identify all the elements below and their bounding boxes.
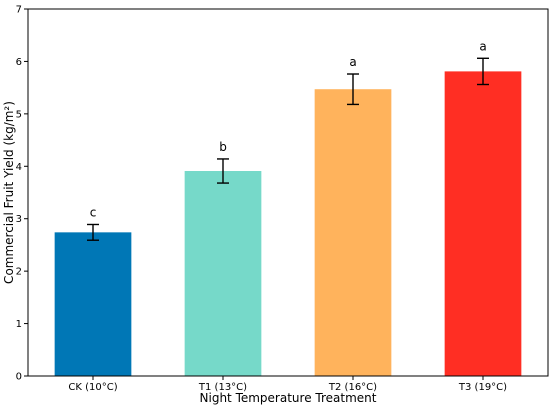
y-tick-label: 3: [16, 214, 22, 225]
significance-label: a: [479, 39, 486, 53]
y-axis-title: Commercial Fruit Yield (kg/m²): [2, 101, 16, 284]
error-bar: [477, 57, 489, 86]
plot-frame: [27, 8, 549, 377]
significance-label: b: [219, 140, 227, 154]
x-tick-label: T2 (16°C): [328, 382, 377, 393]
bar: [314, 89, 392, 377]
y-axis-ticks: 0 1 2 3 4 5 6 7: [16, 5, 28, 383]
error-bar: [217, 158, 229, 184]
y-tick-label: 1: [16, 319, 22, 330]
y-tick-label: 0: [16, 372, 22, 383]
x-tick-label: T3 (19°C): [458, 382, 507, 393]
error-bars-layer: [87, 57, 489, 241]
significance-label: a: [349, 55, 356, 69]
x-tick-label: CK (10°C): [68, 382, 117, 393]
x-axis-ticks: CK (10°C) T1 (13°C) T2 (16°C) T3 (19°C): [68, 376, 507, 393]
error-bar: [87, 223, 99, 241]
y-tick-label: 2: [16, 267, 22, 278]
significance-labels-layer: c b a a: [90, 39, 487, 219]
bars-layer: [54, 71, 522, 377]
significance-label: c: [90, 205, 97, 219]
y-tick-label: 7: [16, 5, 22, 16]
bar: [444, 71, 522, 376]
y-tick-label: 4: [16, 162, 22, 173]
bar: [184, 171, 262, 376]
error-bar: [347, 73, 359, 106]
y-tick-label: 6: [16, 57, 22, 68]
y-tick-label: 5: [16, 109, 22, 120]
x-axis-title: Night Temperature Treatment: [200, 391, 377, 405]
bar: [54, 232, 132, 376]
x-tick-label: T1 (13°C): [198, 382, 247, 393]
